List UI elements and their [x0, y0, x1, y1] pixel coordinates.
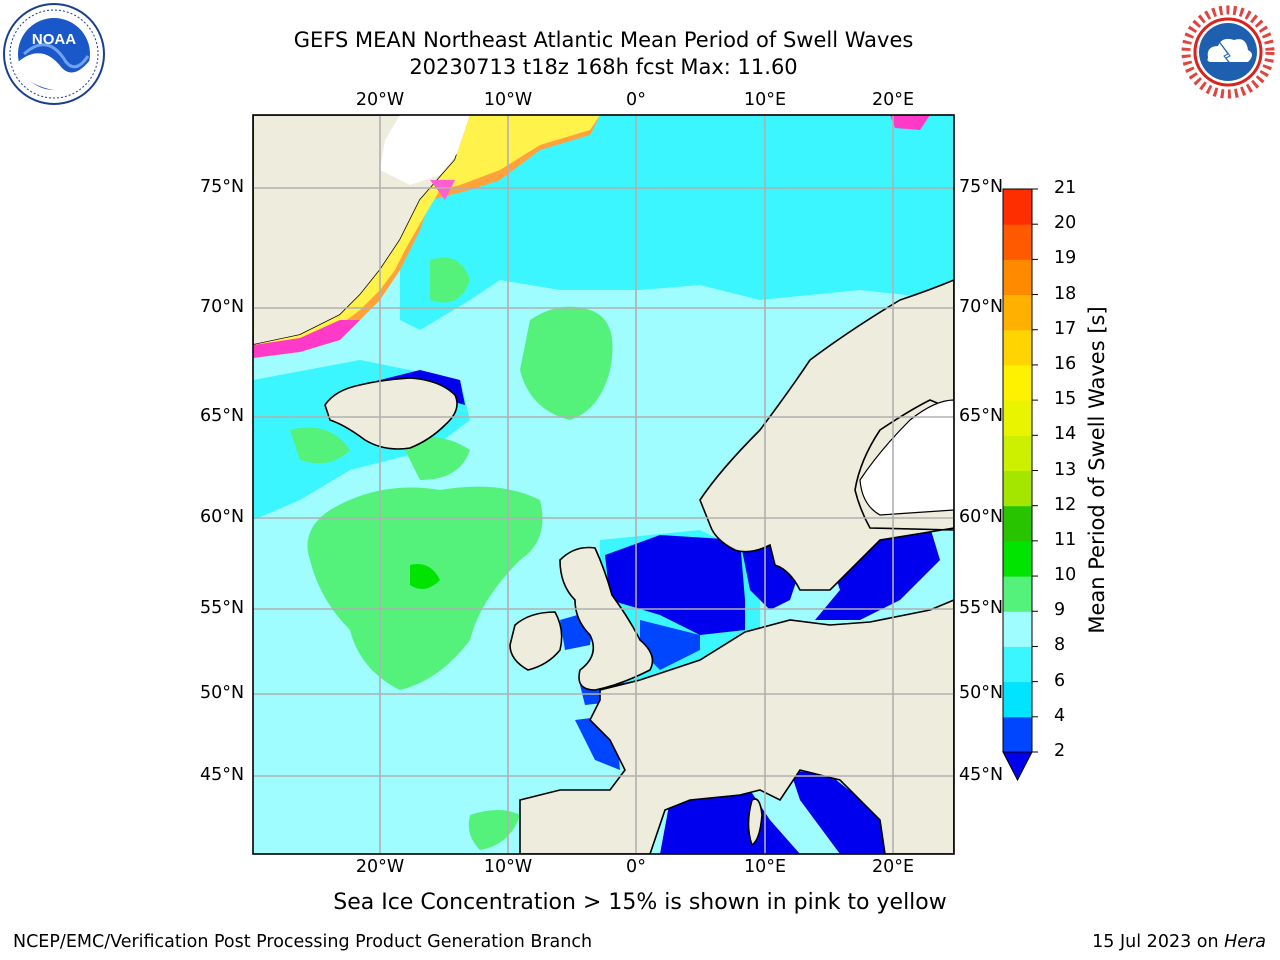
sardinia-corsica: [747, 798, 763, 847]
lon-label-top: 20°W: [355, 90, 405, 110]
colorbar-segment: [1003, 329, 1032, 366]
lon-label-top: 10°W: [483, 90, 533, 110]
sea-ice-band: [253, 115, 600, 355]
colorbar-tick-label: 20: [1054, 213, 1077, 234]
colorbar-segment: [1003, 646, 1032, 683]
colorbar-tick-label: 6: [1054, 670, 1066, 691]
footer-machine: Hera: [1224, 932, 1266, 952]
lon-label-bottom: 20°W: [355, 857, 405, 877]
great-britain: [559, 546, 654, 691]
chart-subtitle: 20230713 t18z 168h fcst Max: 11.60: [409, 55, 798, 79]
colorbar-tick-label: 4: [1054, 705, 1066, 726]
lon-label-bottom: 0°: [626, 857, 646, 877]
lat-label-right: 45°N: [959, 765, 1004, 785]
lat-label-left: 75°N: [200, 177, 245, 197]
colorbar-tick-label: 14: [1054, 424, 1077, 445]
lon-label-bottom: 20°E: [871, 857, 915, 877]
graticule: [253, 115, 954, 854]
colorbar-tick-label: 11: [1054, 529, 1077, 550]
colorbar-segment: [1003, 611, 1032, 647]
colorbar-tick-label: 18: [1054, 283, 1077, 304]
swell-region-below-2s: [790, 770, 885, 854]
colorbar-tick-label: 19: [1054, 248, 1077, 269]
colorbar-tick-label: 13: [1054, 459, 1077, 480]
colorbar-segment: [1003, 364, 1032, 401]
colorbar-tick-label: 2: [1054, 741, 1066, 761]
colorbar-segment: [1003, 224, 1032, 260]
colorbar-tick-label: 17: [1054, 318, 1077, 339]
swell-region-9-10s: [430, 257, 470, 303]
sea-ice-caption: Sea Ice Concentration > 15% is shown in …: [333, 890, 947, 915]
colorbar-segment: [1003, 540, 1032, 577]
lat-label-right: 60°N: [959, 507, 1004, 527]
swell-region-9-10s: [468, 810, 520, 850]
colorbar-title: Mean Period of Swell Waves [s]: [1085, 306, 1109, 634]
colorbar-segment: [1003, 576, 1032, 612]
map-frame: [252, 114, 955, 855]
chart-title: GEFS MEAN Northeast Atlantic Mean Period…: [293, 28, 914, 52]
footer-date: 15 Jul 2023 on Hera: [1092, 932, 1266, 952]
colorbar-segment: [1003, 505, 1032, 542]
colorbar-tick-label: 10: [1054, 565, 1077, 586]
colorbar-segment: [1003, 189, 1032, 225]
lat-label-left: 50°N: [200, 683, 245, 703]
lat-label-left: 70°N: [200, 297, 245, 317]
continental-europe: [519, 599, 954, 854]
footer-date-text: 15 Jul 2023 on: [1092, 932, 1225, 952]
colorbar-tick-label: 8: [1054, 635, 1066, 656]
swell-region-9-10s: [290, 427, 350, 464]
swell-region-10-11s: [410, 564, 440, 589]
colorbar-segment: [1003, 681, 1032, 718]
sea-ice-core: [380, 115, 470, 185]
lat-label-right: 65°N: [959, 406, 1004, 426]
no-data-region: [859, 399, 954, 516]
swell-region-6-8s: [400, 115, 954, 330]
swell-region-2-4s: [640, 620, 700, 670]
lon-label-top: 0°: [626, 90, 646, 110]
swell-region-below-2s: [605, 535, 745, 635]
colorbar-segment: [1003, 400, 1032, 436]
lon-label-bottom: 10°E: [743, 857, 787, 877]
lon-label-top: 10°E: [743, 90, 787, 110]
colorbar-extend-triangle: [1002, 751, 1033, 782]
colorbar-tick-label: 9: [1054, 600, 1066, 621]
colorbar: [1002, 188, 1038, 782]
sea-ice-pink: [890, 115, 930, 130]
lon-label-bottom: 10°W: [483, 857, 533, 877]
map-field: [253, 115, 954, 854]
noaa-logo-text: NOAA: [32, 31, 76, 48]
lat-label-left: 55°N: [200, 598, 245, 618]
colorbar-tick-label: 16: [1054, 353, 1077, 374]
colorbar-segment: [1003, 259, 1032, 296]
colorbar-tick-label: 15: [1054, 389, 1077, 410]
swell-region-9-10s: [520, 306, 613, 420]
sea-ice-pink: [430, 180, 455, 200]
colorbar-tick-label: 12: [1054, 494, 1077, 515]
lat-label-left: 60°N: [200, 507, 245, 527]
noaa-logo: NOAA: [3, 3, 105, 105]
swell-region-9-10s: [400, 436, 470, 480]
lat-label-left: 65°N: [200, 406, 245, 426]
nws-logo: [1180, 4, 1276, 100]
colorbar-segment: [1003, 294, 1032, 331]
iceland: [324, 377, 458, 450]
lat-label-left: 45°N: [200, 765, 245, 785]
lat-label-right: 70°N: [959, 297, 1004, 317]
lat-label-right: 75°N: [959, 177, 1004, 197]
lon-label-top: 20°E: [871, 90, 915, 110]
sea-ice-pink: [253, 320, 360, 358]
colorbar-segment: [1003, 716, 1032, 753]
lat-label-right: 50°N: [959, 683, 1004, 703]
colorbar-segment: [1003, 435, 1032, 471]
lat-label-right: 55°N: [959, 598, 1004, 618]
ireland: [509, 611, 563, 671]
colorbar-segment: [1003, 470, 1032, 507]
footer-credit: NCEP/EMC/Verification Post Processing Pr…: [13, 932, 593, 952]
colorbar-tick-label: 21: [1054, 178, 1077, 198]
